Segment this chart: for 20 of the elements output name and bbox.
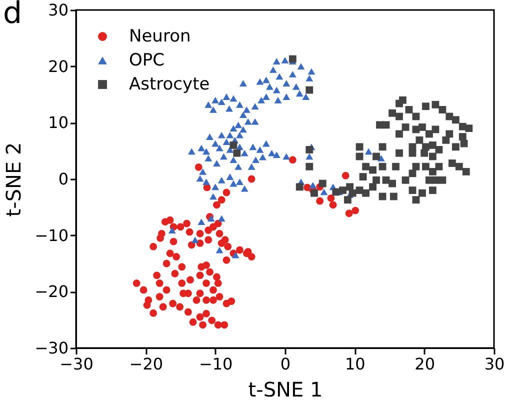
x-axis-title: t-SNE 1: [248, 378, 323, 402]
y-tick-label: 0: [58, 170, 68, 188]
y-axis-title: t-SNE 2: [2, 142, 26, 217]
x-tick-label: 20: [414, 354, 436, 374]
y-tick-label: 10: [48, 113, 68, 132]
x-tick-label: 30: [484, 354, 505, 374]
legend-label: OPC: [129, 50, 165, 70]
legend-label: Neuron: [129, 26, 191, 46]
legend-label: Astrocyte: [129, 74, 210, 94]
x-tick-label: −30: [60, 354, 94, 374]
chart-title: d: [3, 0, 22, 31]
y-tick-label: −30: [34, 338, 68, 358]
x-tick-label: −20: [129, 354, 164, 374]
y-tick-label: −20: [34, 282, 68, 302]
x-tick-label: −10: [198, 354, 233, 374]
y-tick-label: 20: [48, 56, 68, 76]
y-tick-label: 30: [48, 0, 68, 20]
x-tick-label: 10: [344, 354, 366, 374]
x-tick-label: 0: [280, 354, 291, 374]
y-tick-label: −10: [34, 226, 68, 245]
